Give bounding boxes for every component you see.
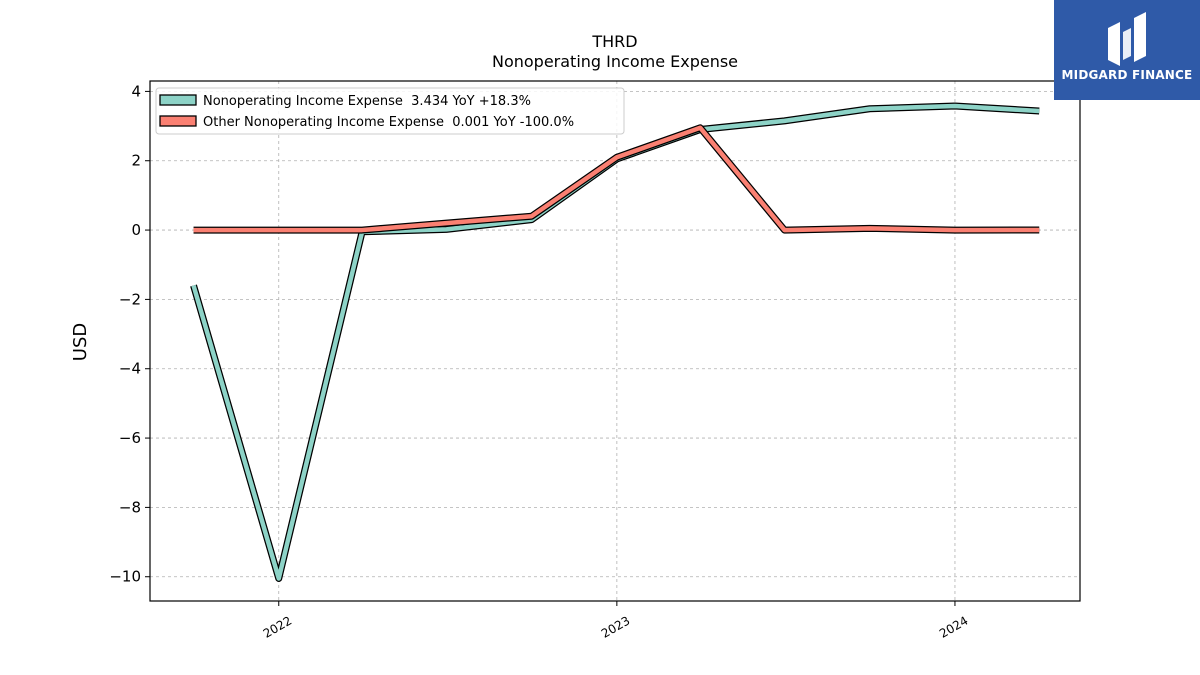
y-axis: 4 2 0 −2 −4 −6 −8 −10 — [109, 82, 150, 586]
y-tick-label: −6 — [119, 429, 141, 447]
y-axis-label: USD — [70, 323, 91, 361]
legend-swatch-nonoperating — [159, 94, 197, 106]
y-tick-label: 2 — [131, 152, 141, 170]
legend-label-nonoperating: Nonoperating Income Expense 3.434 YoY +1… — [203, 94, 531, 109]
x-tick-label: 2023 — [599, 613, 632, 640]
chart-title: THRD — [591, 32, 637, 51]
series-layer — [190, 102, 1040, 582]
legend-frame — [155, 87, 625, 135]
logo-text: MIDGARD FINANCE — [1061, 68, 1193, 82]
y-tick-label: −4 — [119, 360, 141, 378]
x-tick-label: 2024 — [937, 613, 970, 640]
series-line-other-nonoperating — [193, 125, 1040, 233]
legend: Nonoperating Income Expense 3.434 YoY +1… — [155, 87, 625, 135]
x-tick-label: 2022 — [261, 613, 294, 640]
y-tick-label: 4 — [131, 82, 141, 100]
chart-subtitle: Nonoperating Income Expense — [492, 52, 738, 71]
legend-label-other-nonoperating: Other Nonoperating Income Expense 0.001 … — [203, 115, 574, 130]
midgard-finance-logo: MIDGARD FINANCE — [1054, 0, 1200, 100]
y-tick-label: −8 — [119, 498, 141, 516]
y-tick-label: −10 — [109, 568, 141, 586]
x-axis: 2022 2023 2024 — [261, 601, 970, 641]
y-tick-label: −2 — [119, 290, 141, 308]
legend-swatch-other-nonoperating — [159, 115, 197, 127]
midgard-logo-icon — [1108, 12, 1146, 66]
y-tick-label: 0 — [131, 221, 141, 239]
plot-frame — [149, 80, 1081, 602]
series-outline-other-nonoperating — [193, 124, 1040, 234]
